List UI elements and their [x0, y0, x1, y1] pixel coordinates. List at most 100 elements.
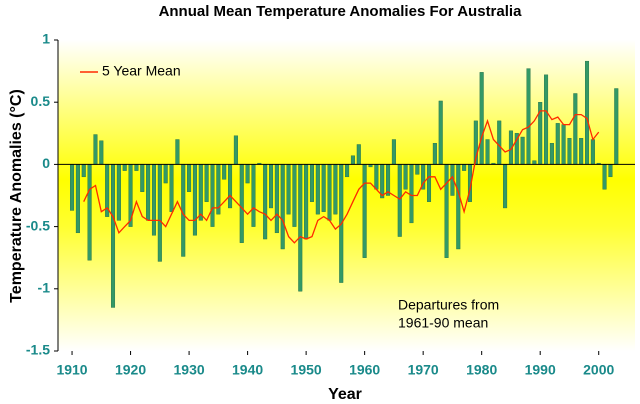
- bar: [432, 143, 437, 165]
- bar: [391, 139, 396, 165]
- y-tick-label: 0: [42, 155, 50, 171]
- bar: [561, 124, 566, 165]
- bar: [198, 164, 203, 221]
- x-tick-label: 1930: [174, 362, 205, 378]
- bar: [438, 100, 443, 165]
- chart-title: Annual Mean Temperature Anomalies For Au…: [159, 3, 523, 20]
- bar: [321, 164, 326, 212]
- x-tick-label: 2000: [583, 362, 614, 378]
- bar: [456, 164, 461, 250]
- bar: [573, 93, 578, 165]
- x-tick-label: 1970: [408, 362, 439, 378]
- bar: [327, 164, 332, 221]
- bar: [544, 74, 549, 165]
- bar: [315, 164, 320, 215]
- y-axis-label: Temperature Anomalies (°C): [8, 89, 25, 303]
- bar: [602, 164, 607, 190]
- x-tick-label: 1950: [291, 362, 322, 378]
- x-tick-label: 1990: [525, 362, 556, 378]
- bar: [222, 164, 227, 180]
- bar: [380, 164, 385, 199]
- bar: [350, 155, 355, 165]
- x-tick-label: 1920: [115, 362, 146, 378]
- bar: [497, 120, 502, 165]
- bar: [163, 164, 168, 184]
- plot-background: [58, 40, 635, 351]
- x-tick-label: 1910: [56, 362, 87, 378]
- bar: [397, 164, 402, 237]
- bar: [87, 164, 92, 261]
- bar: [549, 143, 554, 165]
- bar: [274, 164, 279, 234]
- bar: [415, 164, 420, 175]
- bar: [192, 164, 197, 236]
- bar: [356, 144, 361, 165]
- bar: [608, 164, 613, 178]
- bar: [239, 164, 244, 243]
- bar: [175, 139, 180, 165]
- bar: [204, 164, 209, 202]
- bar: [309, 164, 314, 202]
- y-tick-label: -1.5: [26, 342, 50, 358]
- bar: [75, 164, 80, 234]
- y-tick-label: 1: [42, 31, 50, 47]
- bar: [532, 160, 537, 165]
- bar: [345, 164, 350, 178]
- bar: [403, 164, 408, 190]
- bar: [614, 88, 619, 165]
- bar: [187, 164, 192, 192]
- bar: [251, 164, 256, 227]
- bar: [426, 164, 432, 202]
- bar: [110, 164, 116, 308]
- bar: [503, 164, 508, 209]
- bar: [585, 60, 590, 165]
- bar: [116, 164, 121, 221]
- y-tick-label: -0.5: [26, 217, 50, 233]
- bar: [99, 140, 104, 165]
- y-tick-label: -1: [38, 280, 51, 296]
- bar: [134, 164, 139, 171]
- bar: [146, 164, 151, 221]
- bar: [333, 164, 338, 215]
- bar: [520, 136, 525, 165]
- bar: [409, 164, 414, 224]
- bar: [590, 139, 595, 165]
- bar: [70, 164, 75, 211]
- bar: [567, 138, 572, 165]
- bar: [462, 164, 467, 171]
- bar: [245, 164, 250, 184]
- bar: [286, 164, 291, 215]
- bar: [374, 164, 379, 190]
- bar: [362, 164, 367, 258]
- bar: [263, 164, 268, 240]
- bar: [233, 135, 238, 165]
- bar: [157, 164, 162, 262]
- bar: [526, 68, 531, 165]
- bar: [268, 164, 274, 209]
- bar: [304, 164, 309, 240]
- mean-line: [83, 110, 600, 244]
- bar: [579, 138, 584, 165]
- x-tick-label: 1980: [466, 362, 497, 378]
- bar: [228, 164, 233, 209]
- bar: [81, 164, 86, 178]
- annotation: 1961-90 mean: [398, 315, 488, 331]
- bar: [444, 164, 449, 258]
- bar: [292, 164, 297, 227]
- legend-label: 5 Year Mean: [102, 63, 181, 79]
- bar: [479, 72, 484, 165]
- bar: [555, 123, 560, 165]
- y-tick-label: 0.5: [31, 93, 51, 109]
- annotation: Departures from: [398, 297, 499, 313]
- bar: [169, 164, 174, 212]
- bar: [280, 164, 285, 250]
- bar: [140, 164, 145, 192]
- x-tick-label: 1940: [232, 362, 263, 378]
- bar: [151, 164, 156, 236]
- bar: [122, 164, 127, 171]
- x-tick-label: 1960: [349, 362, 380, 378]
- bar: [210, 164, 215, 227]
- bar: [386, 164, 391, 196]
- bar: [298, 164, 303, 292]
